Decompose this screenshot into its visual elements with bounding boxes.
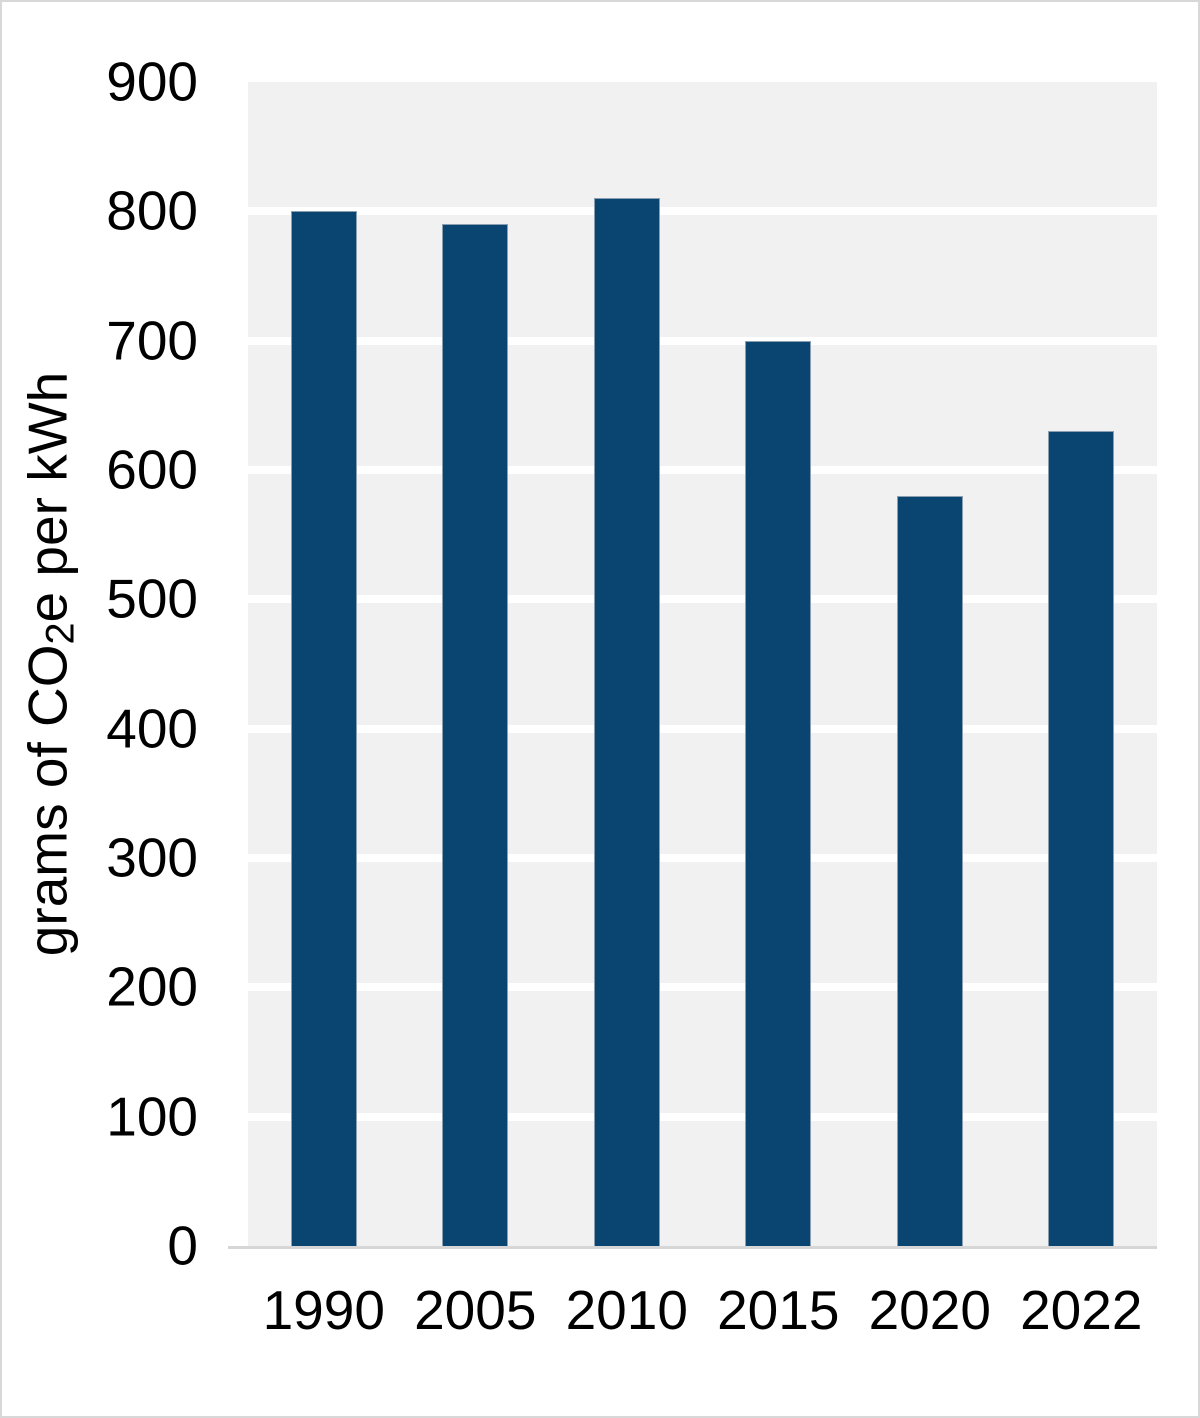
- y-tick-label-900: 900: [106, 50, 198, 113]
- x-tick-label-2020: 2020: [868, 1279, 991, 1341]
- bar-1990: [290, 211, 357, 1246]
- x-tick-label-2010: 2010: [565, 1279, 688, 1341]
- gridline-100: [248, 1112, 1157, 1121]
- x-axis-tick-labels: 1990 2005 2010 2015 2020 2022: [248, 1280, 1157, 1340]
- gridline-300: [248, 853, 1157, 862]
- gridline-800: [248, 207, 1157, 216]
- bars-container: [248, 82, 1157, 1246]
- bar-slot-1990: [248, 82, 400, 1246]
- x-tick-label-1990: 1990: [262, 1279, 385, 1341]
- bar-slot-2010: [551, 82, 703, 1246]
- bar-2015: [745, 340, 812, 1246]
- plot-area: [248, 82, 1157, 1246]
- y-tick-label-400: 400: [106, 697, 198, 760]
- x-axis-line: [228, 1246, 1157, 1249]
- bar-slot-2020: [854, 82, 1006, 1246]
- bar-slot-2022: [1006, 82, 1158, 1246]
- y-tick-label-200: 200: [106, 955, 198, 1018]
- gridline-500: [248, 595, 1157, 604]
- x-tick-label-2015: 2015: [717, 1279, 840, 1341]
- gridline-400: [248, 724, 1157, 733]
- gridline-700: [248, 336, 1157, 345]
- bar-slot-2005: [400, 82, 552, 1246]
- gridline-600: [248, 465, 1157, 474]
- bar-2020: [896, 495, 963, 1246]
- gridline-200: [248, 983, 1157, 992]
- y-tick-label-500: 500: [106, 567, 198, 630]
- x-tick-label-2005: 2005: [414, 1279, 537, 1341]
- y-tick-label-100: 100: [106, 1085, 198, 1148]
- bar-2022: [1048, 431, 1115, 1246]
- y-tick-label-0: 0: [167, 1214, 198, 1277]
- y-tick-label-600: 600: [106, 438, 198, 501]
- y-tick-label-300: 300: [106, 826, 198, 889]
- y-tick-label-700: 700: [106, 309, 198, 372]
- y-axis-tick-labels: 0 100 200 300 400 500 600 700 800 900: [2, 54, 198, 1273]
- x-tick-label-2022: 2022: [1020, 1279, 1143, 1341]
- y-tick-label-800: 800: [106, 179, 198, 242]
- bar-2005: [442, 224, 509, 1246]
- bar-slot-2015: [703, 82, 855, 1246]
- bar-2010: [593, 198, 660, 1246]
